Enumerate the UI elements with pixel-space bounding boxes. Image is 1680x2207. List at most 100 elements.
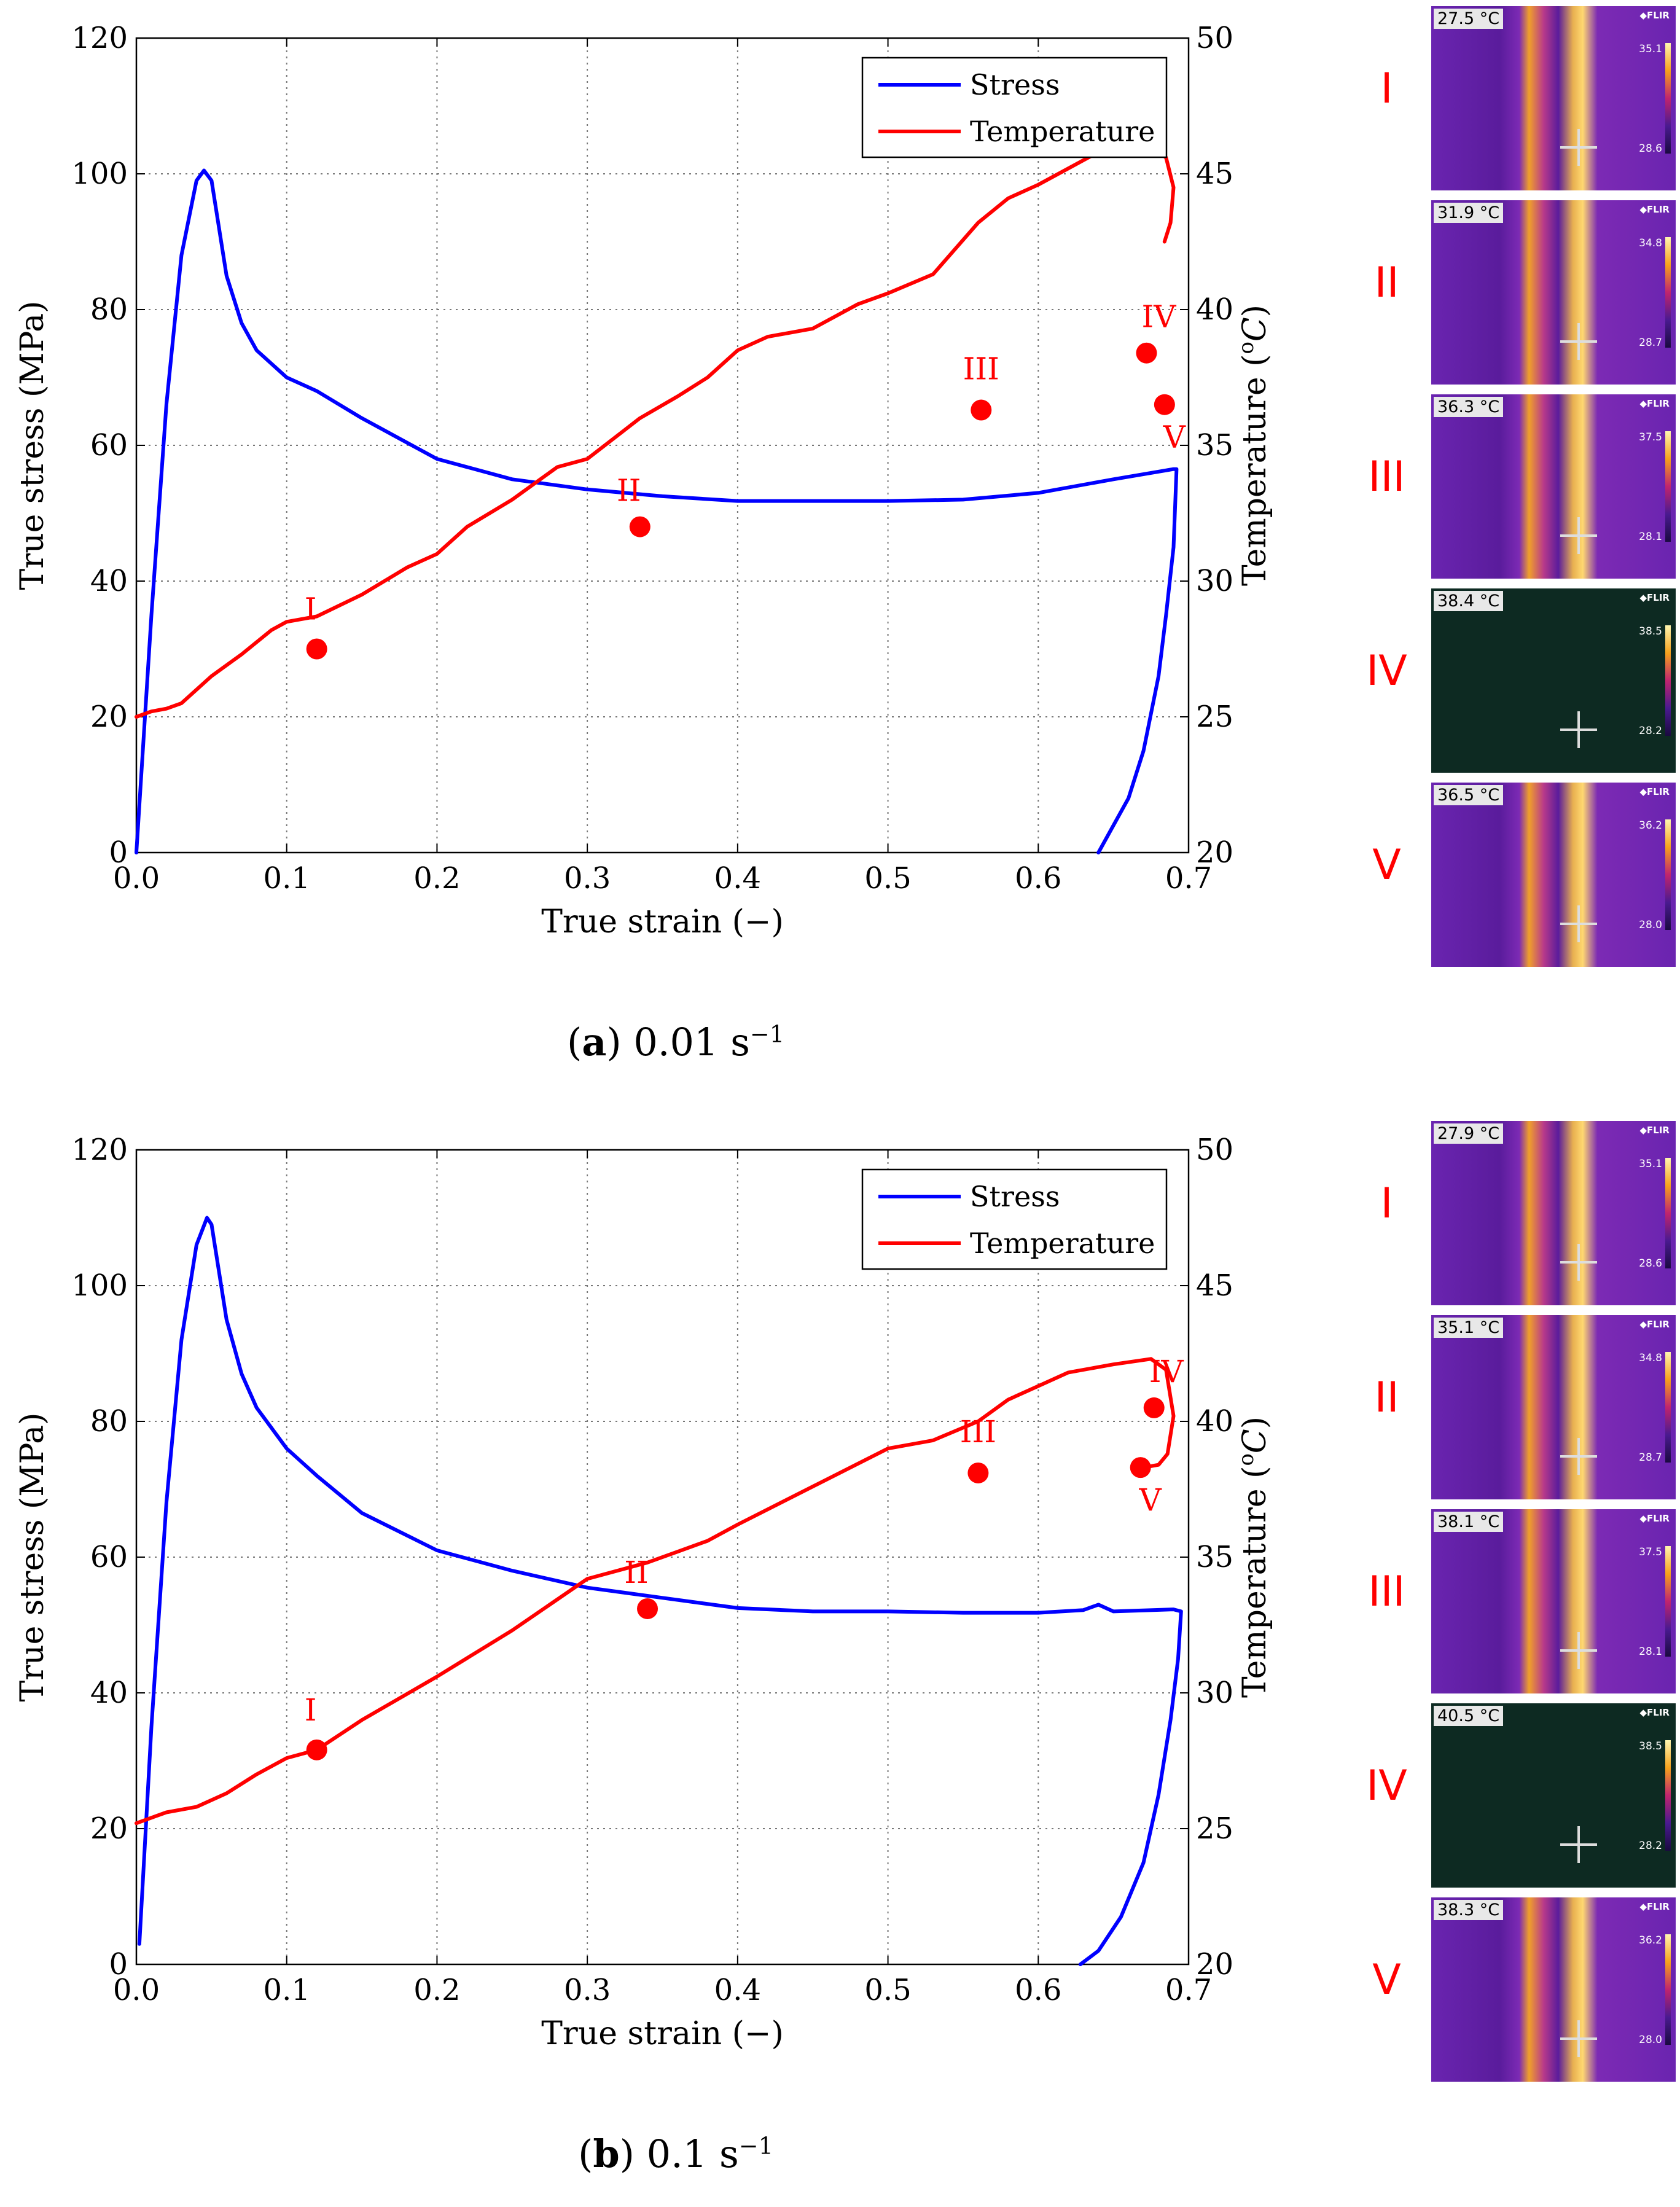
y2-tick-label: 40 [1196, 292, 1233, 327]
color-scale-bar [1665, 1546, 1671, 1657]
series-line-temperature [135, 1357, 1176, 1826]
marker-point-iv [1136, 342, 1157, 364]
thermal-temperature-readout: 38.3 °C [1434, 1900, 1504, 1920]
y2-axis-title: Temperature (oC) [1234, 1416, 1273, 1698]
color-scale-bar [1665, 1352, 1671, 1463]
y-tick-label: 60 [90, 1540, 128, 1574]
legend: Stress Temperature [861, 57, 1168, 158]
thermal-stage-label: II [1374, 259, 1399, 307]
thermal-image: 36.3 °C ◆FLIR 37.5 28.1 [1431, 394, 1676, 579]
thermal-thumbnail: IV 40.5 °C ◆FLIR 38.5 28.2 [1351, 1703, 1680, 1888]
thermal-image: 40.5 °C ◆FLIR 38.5 28.2 [1431, 1703, 1676, 1888]
marker-point-iv [1143, 1397, 1165, 1418]
y-tick-label: 100 [71, 157, 128, 191]
y2-tick-label: 30 [1196, 1676, 1233, 1710]
y-tick-label: 120 [71, 1133, 128, 1167]
stress-temperature-chart-b: 0.0 0.1 0.2 0.3 0.4 0.5 0.6 0.7 0 20 40 60 80 100 120 2… [14, 1133, 1273, 2052]
thermal-image-column-b: I 27.9 °C ◆FLIR 35.1 28.6 II 35.1 °C ◆FLIR 34.8 2… [1351, 1121, 1680, 2092]
y-tick-label: 40 [90, 564, 128, 598]
y-axis-title: True stress (MPa) [14, 301, 51, 590]
caption-b: (b) 0.1 s−1 [578, 2131, 773, 2176]
scale-min-label: 28.6 [1639, 1257, 1662, 1270]
scale-max-label: 35.1 [1639, 43, 1662, 55]
scale-min-label: 28.2 [1639, 725, 1662, 737]
color-scale-bar [1665, 1740, 1671, 1851]
scale-min-label: 28.7 [1639, 1451, 1662, 1464]
grid [136, 1150, 1189, 1964]
crosshair-icon [1577, 905, 1580, 942]
y-tick-label: 20 [90, 1811, 128, 1846]
y2-tick-label: 50 [1196, 21, 1233, 55]
y-axis-title: True stress (MPa) [14, 1413, 51, 1702]
y2-tick-label: 30 [1196, 564, 1233, 598]
thermal-image: 31.9 °C ◆FLIR 34.8 28.7 [1431, 200, 1676, 385]
thermal-thumbnail: II 31.9 °C ◆FLIR 34.8 28.7 [1351, 200, 1680, 385]
thermal-temperature-readout: 38.1 °C [1434, 1512, 1504, 1532]
thermal-temperature-readout: 40.5 °C [1434, 1706, 1504, 1726]
caption-letter: a [582, 1020, 607, 1064]
marker-label-iv: IV [1149, 1354, 1184, 1389]
thermal-stage-label: I [1380, 1179, 1393, 1228]
thermal-stage-label: V [1372, 841, 1401, 889]
thermal-stage-label: IV [1366, 647, 1407, 695]
caption-rate: 0.1 s [646, 2131, 739, 2176]
stress-temperature-chart-a: 0.0 0.1 0.2 0.3 0.4 0.5 0.6 0.7 0 20 40 60 80 100 120 2… [14, 21, 1273, 940]
thermal-temperature-readout: 36.3 °C [1434, 397, 1504, 417]
crosshair-icon [1577, 711, 1580, 748]
flir-logo: ◆FLIR [1639, 1319, 1670, 1330]
x-axis-title: True strain (−) [541, 2015, 784, 2052]
scale-min-label: 28.1 [1639, 531, 1662, 543]
y2-tick-label: 50 [1196, 1133, 1233, 1167]
marker-point-v [1130, 1457, 1151, 1478]
thermal-temperature-readout: 27.9 °C [1434, 1123, 1504, 1144]
color-scale-bar [1665, 43, 1671, 154]
thermal-thumbnail: III 36.3 °C ◆FLIR 37.5 28.1 [1351, 394, 1680, 579]
legend-label-temperature: Temperature [970, 1227, 1155, 1260]
crosshair-icon [1577, 1632, 1580, 1669]
y-tick-label: 0 [109, 835, 128, 870]
marker-point-ii [629, 516, 651, 537]
thermal-stage-label: II [1374, 1373, 1399, 1422]
color-scale-bar [1665, 1158, 1671, 1268]
y2-tick-label: 45 [1196, 1268, 1233, 1303]
thermal-thumbnail: V 38.3 °C ◆FLIR 36.2 28.0 [1351, 1897, 1680, 2082]
legend-label-stress: Stress [970, 68, 1060, 101]
legend-label-stress: Stress [970, 1180, 1060, 1213]
thermal-stage-label: I [1380, 64, 1393, 113]
crosshair-icon [1577, 2020, 1580, 2057]
x-tick-label: 0.5 [864, 1973, 911, 2007]
x-tick-label: 0.4 [714, 861, 761, 896]
x-tick-label: 0.3 [564, 1973, 611, 2007]
color-scale-bar [1665, 625, 1671, 736]
grid [136, 38, 1189, 853]
y2-tick-label: 20 [1196, 1947, 1233, 1982]
y-tick-label: 80 [90, 1404, 128, 1439]
y-tick-label: 120 [71, 21, 128, 55]
thermal-temperature-readout: 31.9 °C [1434, 203, 1504, 223]
thermal-thumbnail: I 27.9 °C ◆FLIR 35.1 28.6 [1351, 1121, 1680, 1305]
caption-rate: 0.01 s [633, 1020, 750, 1064]
y2-title-degree: o [1234, 342, 1259, 354]
thermal-image: 27.9 °C ◆FLIR 35.1 28.6 [1431, 1121, 1676, 1305]
marker-label-i: I [305, 592, 317, 627]
marker-label-v: V [1163, 420, 1186, 455]
thermal-temperature-readout: 38.4 °C [1434, 591, 1504, 611]
y-tick-label: 80 [90, 292, 128, 327]
series-line-temperature [135, 142, 1176, 719]
y2-title-prefix: Temperature ( [1237, 354, 1273, 586]
color-scale-bar [1665, 1934, 1671, 2045]
thermal-image: 38.1 °C ◆FLIR 37.5 28.1 [1431, 1509, 1676, 1693]
scale-min-label: 28.6 [1639, 143, 1662, 155]
thermal-thumbnail: II 35.1 °C ◆FLIR 34.8 28.7 [1351, 1315, 1680, 1499]
thermal-thumbnail: V 36.5 °C ◆FLIR 36.2 28.0 [1351, 783, 1680, 967]
caption-letter: b [593, 2131, 620, 2176]
x-tick-label: 0.7 [1165, 861, 1212, 896]
marker-point-iii [971, 399, 992, 421]
thermal-stage-label: III [1368, 453, 1405, 501]
marker-label-iii: III [963, 351, 999, 387]
y-tick-label: 20 [90, 700, 128, 734]
y2-title-unit: C [1237, 317, 1273, 342]
x-tick-label: 0.2 [413, 1973, 460, 2007]
x-tick-label: 0.4 [714, 1973, 761, 2007]
scale-max-label: 36.2 [1639, 819, 1662, 832]
